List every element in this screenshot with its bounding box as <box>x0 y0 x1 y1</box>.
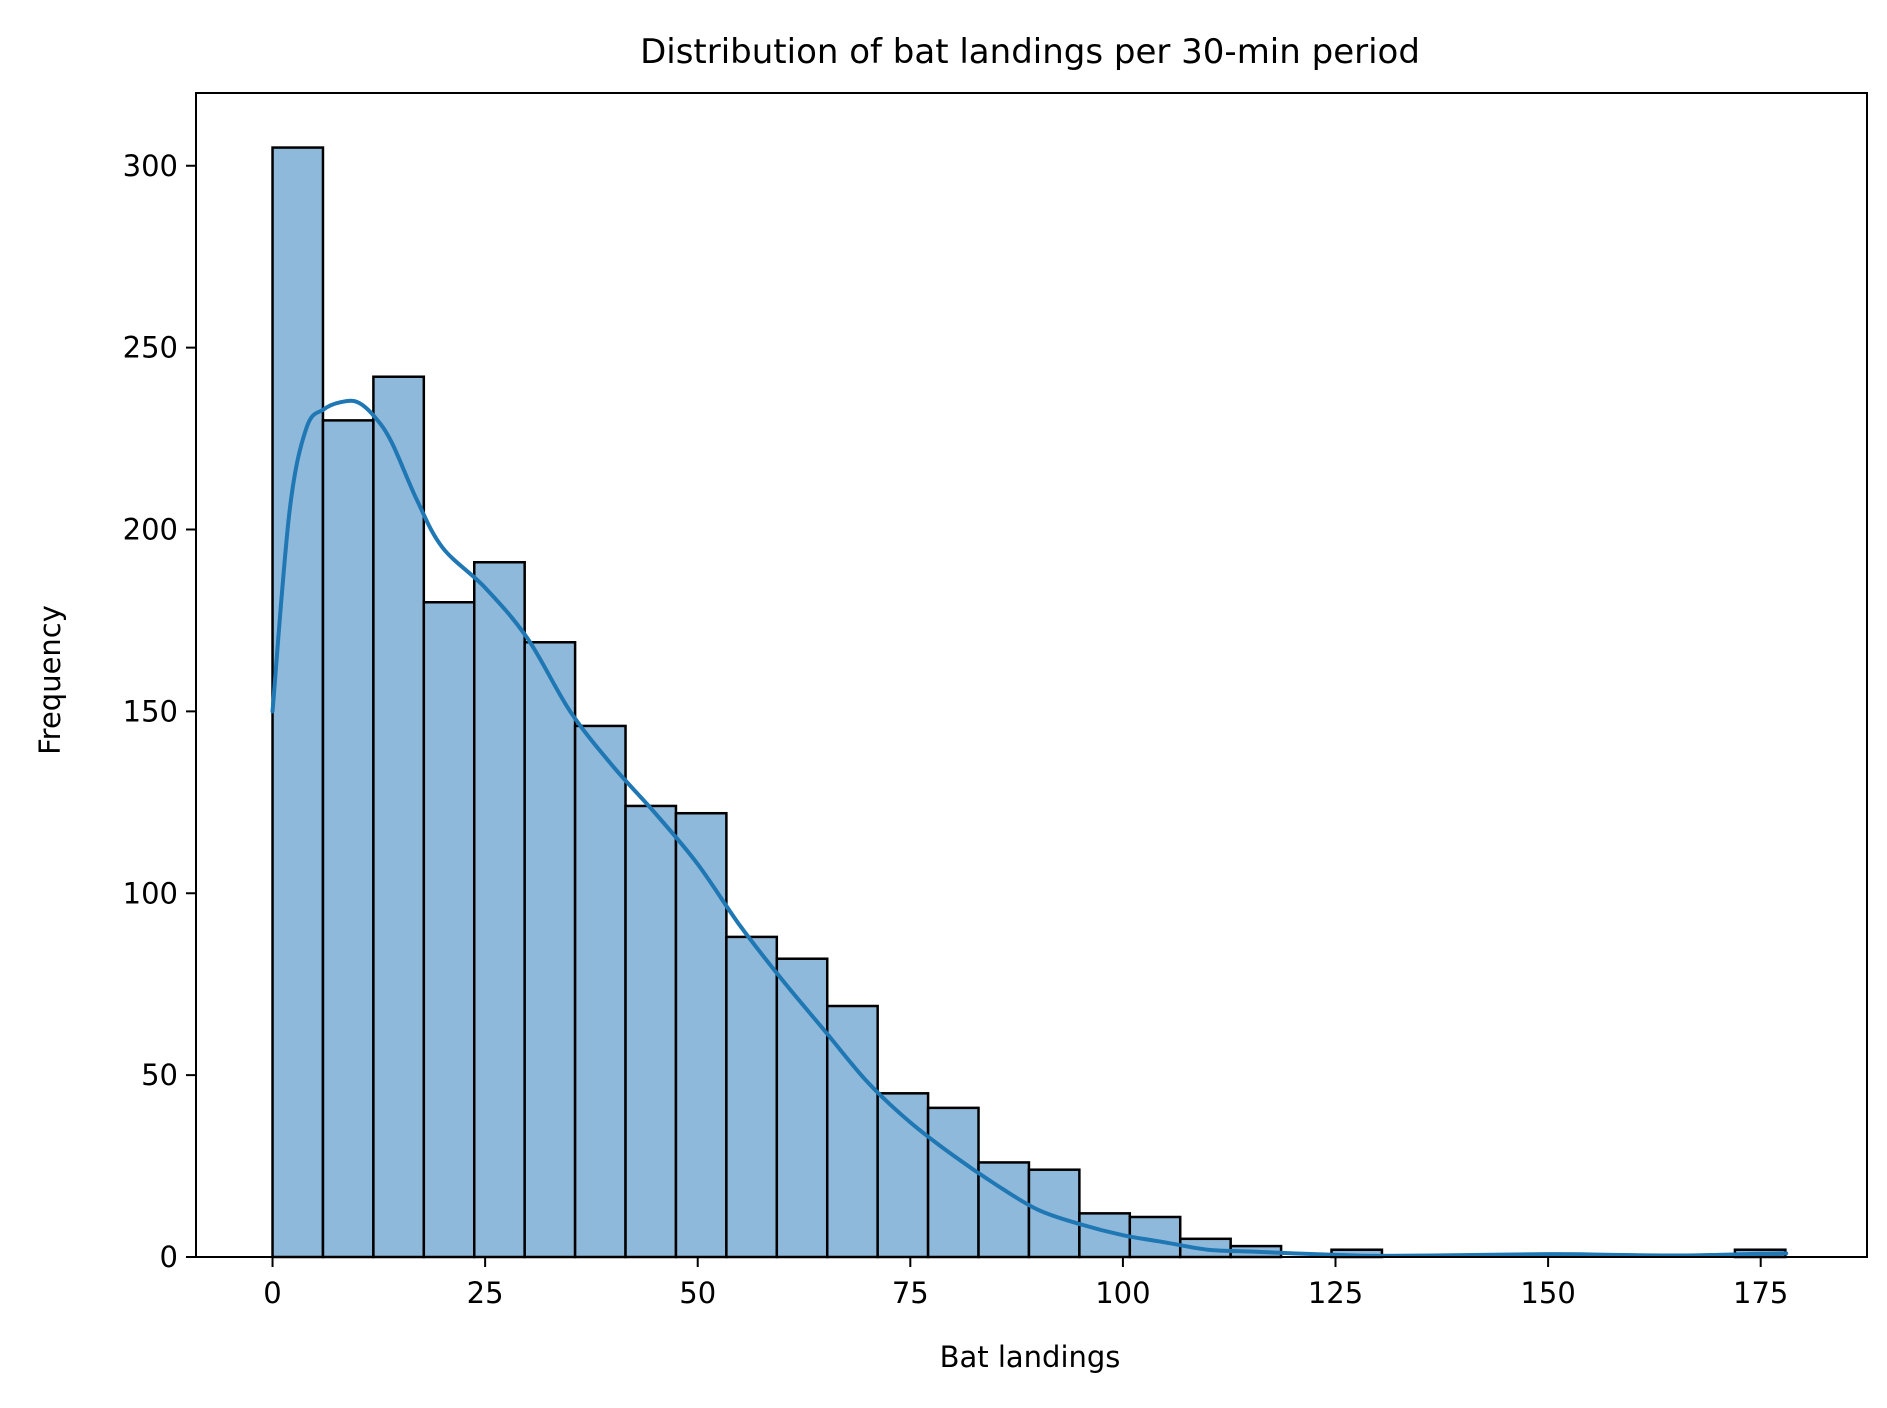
chart-title: Distribution of bat landings per 30-min … <box>640 32 1420 72</box>
y-tick-label: 100 <box>123 876 178 910</box>
x-tick-label: 25 <box>467 1276 504 1310</box>
y-axis-ticks: 0 50 100 150 200 250 300 <box>123 149 196 1274</box>
histogram-bar <box>624 804 678 1259</box>
y-tick-label: 0 <box>160 1240 178 1274</box>
histogram-bar <box>926 1106 980 1259</box>
histogram-bar <box>271 146 325 1259</box>
histogram-bar <box>422 601 476 1259</box>
kde-curve-layer <box>270 398 1789 1258</box>
histogram-bars <box>271 146 1787 1259</box>
x-tick-label: 50 <box>679 1276 716 1310</box>
x-axis-label: Bat landings <box>940 1340 1121 1374</box>
y-tick-label: 200 <box>123 513 178 547</box>
x-tick-label: 150 <box>1520 1276 1575 1310</box>
histogram-bar <box>825 1004 879 1259</box>
x-tick-label: 75 <box>892 1276 929 1310</box>
histogram-bar <box>321 419 375 1259</box>
kde-curve <box>270 398 1789 1258</box>
plot-area-frame <box>195 92 1868 1258</box>
histogram-bar <box>573 724 627 1259</box>
x-tick-label: 175 <box>1733 1276 1788 1310</box>
x-tick-label: 125 <box>1308 1276 1363 1310</box>
x-axis-ticks: 0 25 50 75 100 125 150 175 <box>263 1257 1788 1310</box>
y-axis-label: Frequency <box>33 605 67 755</box>
histogram-bar <box>876 1092 930 1259</box>
y-tick-label: 150 <box>123 694 178 728</box>
y-tick-label: 300 <box>123 149 178 183</box>
histogram-bar <box>674 811 728 1259</box>
histogram-bar <box>523 641 577 1259</box>
histogram-bar <box>372 375 426 1259</box>
y-tick-label: 250 <box>123 331 178 365</box>
histogram-bar <box>1027 1168 1081 1259</box>
histogram-bar <box>472 560 526 1259</box>
y-tick-label: 50 <box>141 1058 178 1092</box>
x-tick-label: 0 <box>263 1276 281 1310</box>
x-tick-label: 100 <box>1095 1276 1150 1310</box>
histogram-bar <box>725 935 779 1259</box>
